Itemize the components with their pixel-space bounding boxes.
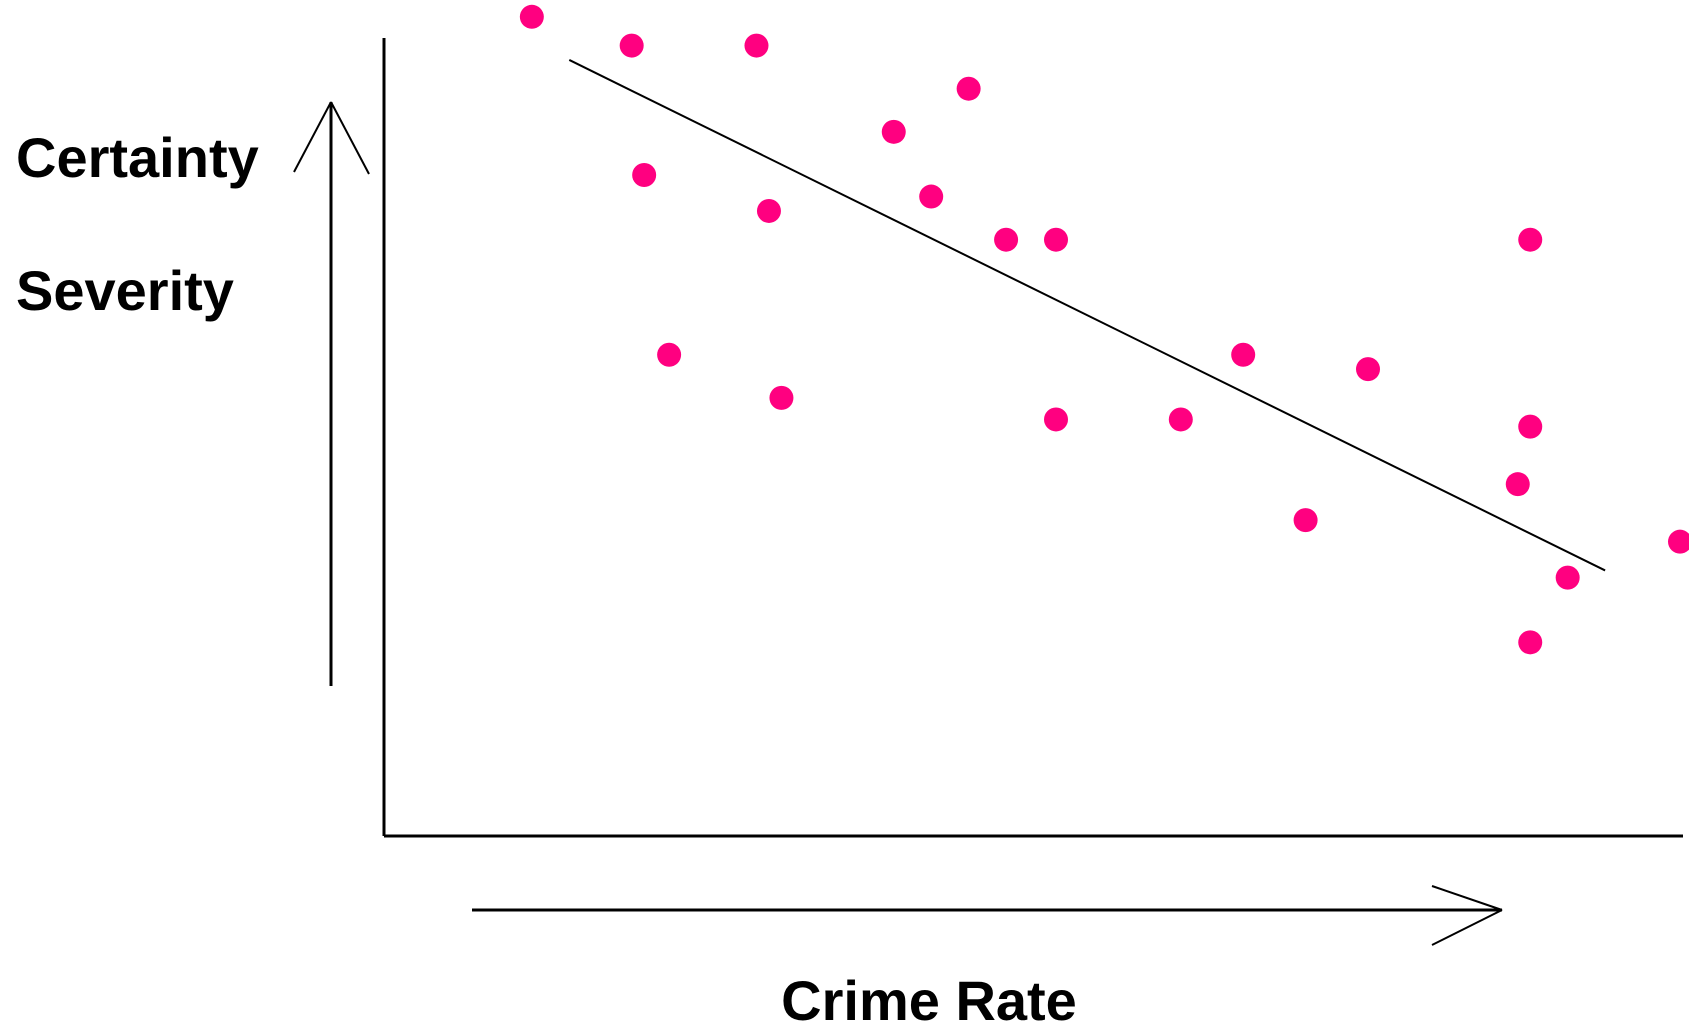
data-point [1555, 565, 1580, 590]
data-point [1518, 414, 1543, 439]
data-point [1044, 407, 1068, 432]
data-point [1231, 342, 1256, 367]
data-point [1168, 407, 1193, 432]
data-point [1044, 227, 1068, 252]
data-point [632, 162, 657, 187]
data-point [1505, 472, 1530, 497]
data-point [769, 385, 794, 410]
x-axis-label: Crime Rate [781, 969, 1077, 1029]
data-point [994, 227, 1019, 252]
data-point [1518, 227, 1543, 252]
data-point [1668, 529, 1689, 554]
data-point [1518, 630, 1543, 655]
data-point [744, 33, 769, 58]
data-point [1356, 357, 1380, 382]
data-point [881, 119, 906, 144]
up-arrow-icon [293, 101, 370, 686]
scatter-points [519, 4, 1689, 655]
data-point [756, 198, 781, 223]
y-label-severity: Severity [16, 259, 234, 322]
data-point [657, 342, 682, 367]
data-point [619, 33, 644, 58]
y-label-certainty: Certainty [16, 126, 259, 189]
data-point [1293, 508, 1318, 533]
right-arrow-icon [472, 885, 1503, 946]
data-point [956, 76, 981, 101]
data-point [519, 4, 544, 29]
data-point [919, 184, 944, 209]
trend-line [568, 59, 1606, 572]
